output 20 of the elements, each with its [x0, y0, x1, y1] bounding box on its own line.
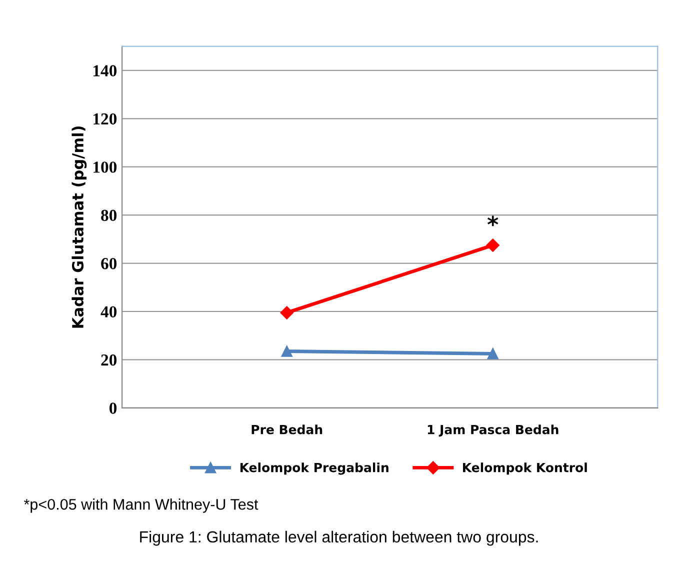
y-tick-label: 100 — [94, 162, 117, 173]
y-axis-title: Kadar Glutamat (pg/ml) — [72, 126, 87, 328]
caption: Figure 1: Glutamate level alteration between two groups. — [140, 530, 538, 546]
annotation: * — [487, 216, 498, 226]
y-tick-label: 40 — [100, 306, 117, 318]
point — [487, 348, 498, 360]
point — [281, 346, 292, 357]
text: *p<0.05 with Mann Whitney-U Test — [24, 498, 258, 513]
x-tick-label: 1 Jam Pasca Bedah — [428, 424, 558, 437]
y-tick-label: 0 — [109, 402, 117, 414]
y-tick-label: 60 — [101, 258, 117, 270]
x-tick-label: Pre Bedah — [252, 424, 322, 434]
y-tick-label: 140 — [94, 65, 117, 76]
y-tick-label: 20 — [101, 354, 117, 366]
y-tick-label: 80 — [101, 210, 117, 222]
point — [486, 238, 500, 252]
y-tick-label: 120 — [94, 113, 117, 125]
legend-label: Kelompok Kontrol — [463, 462, 587, 475]
point — [280, 306, 294, 320]
legend-label: Kelompok Pregabalin — [240, 462, 388, 475]
